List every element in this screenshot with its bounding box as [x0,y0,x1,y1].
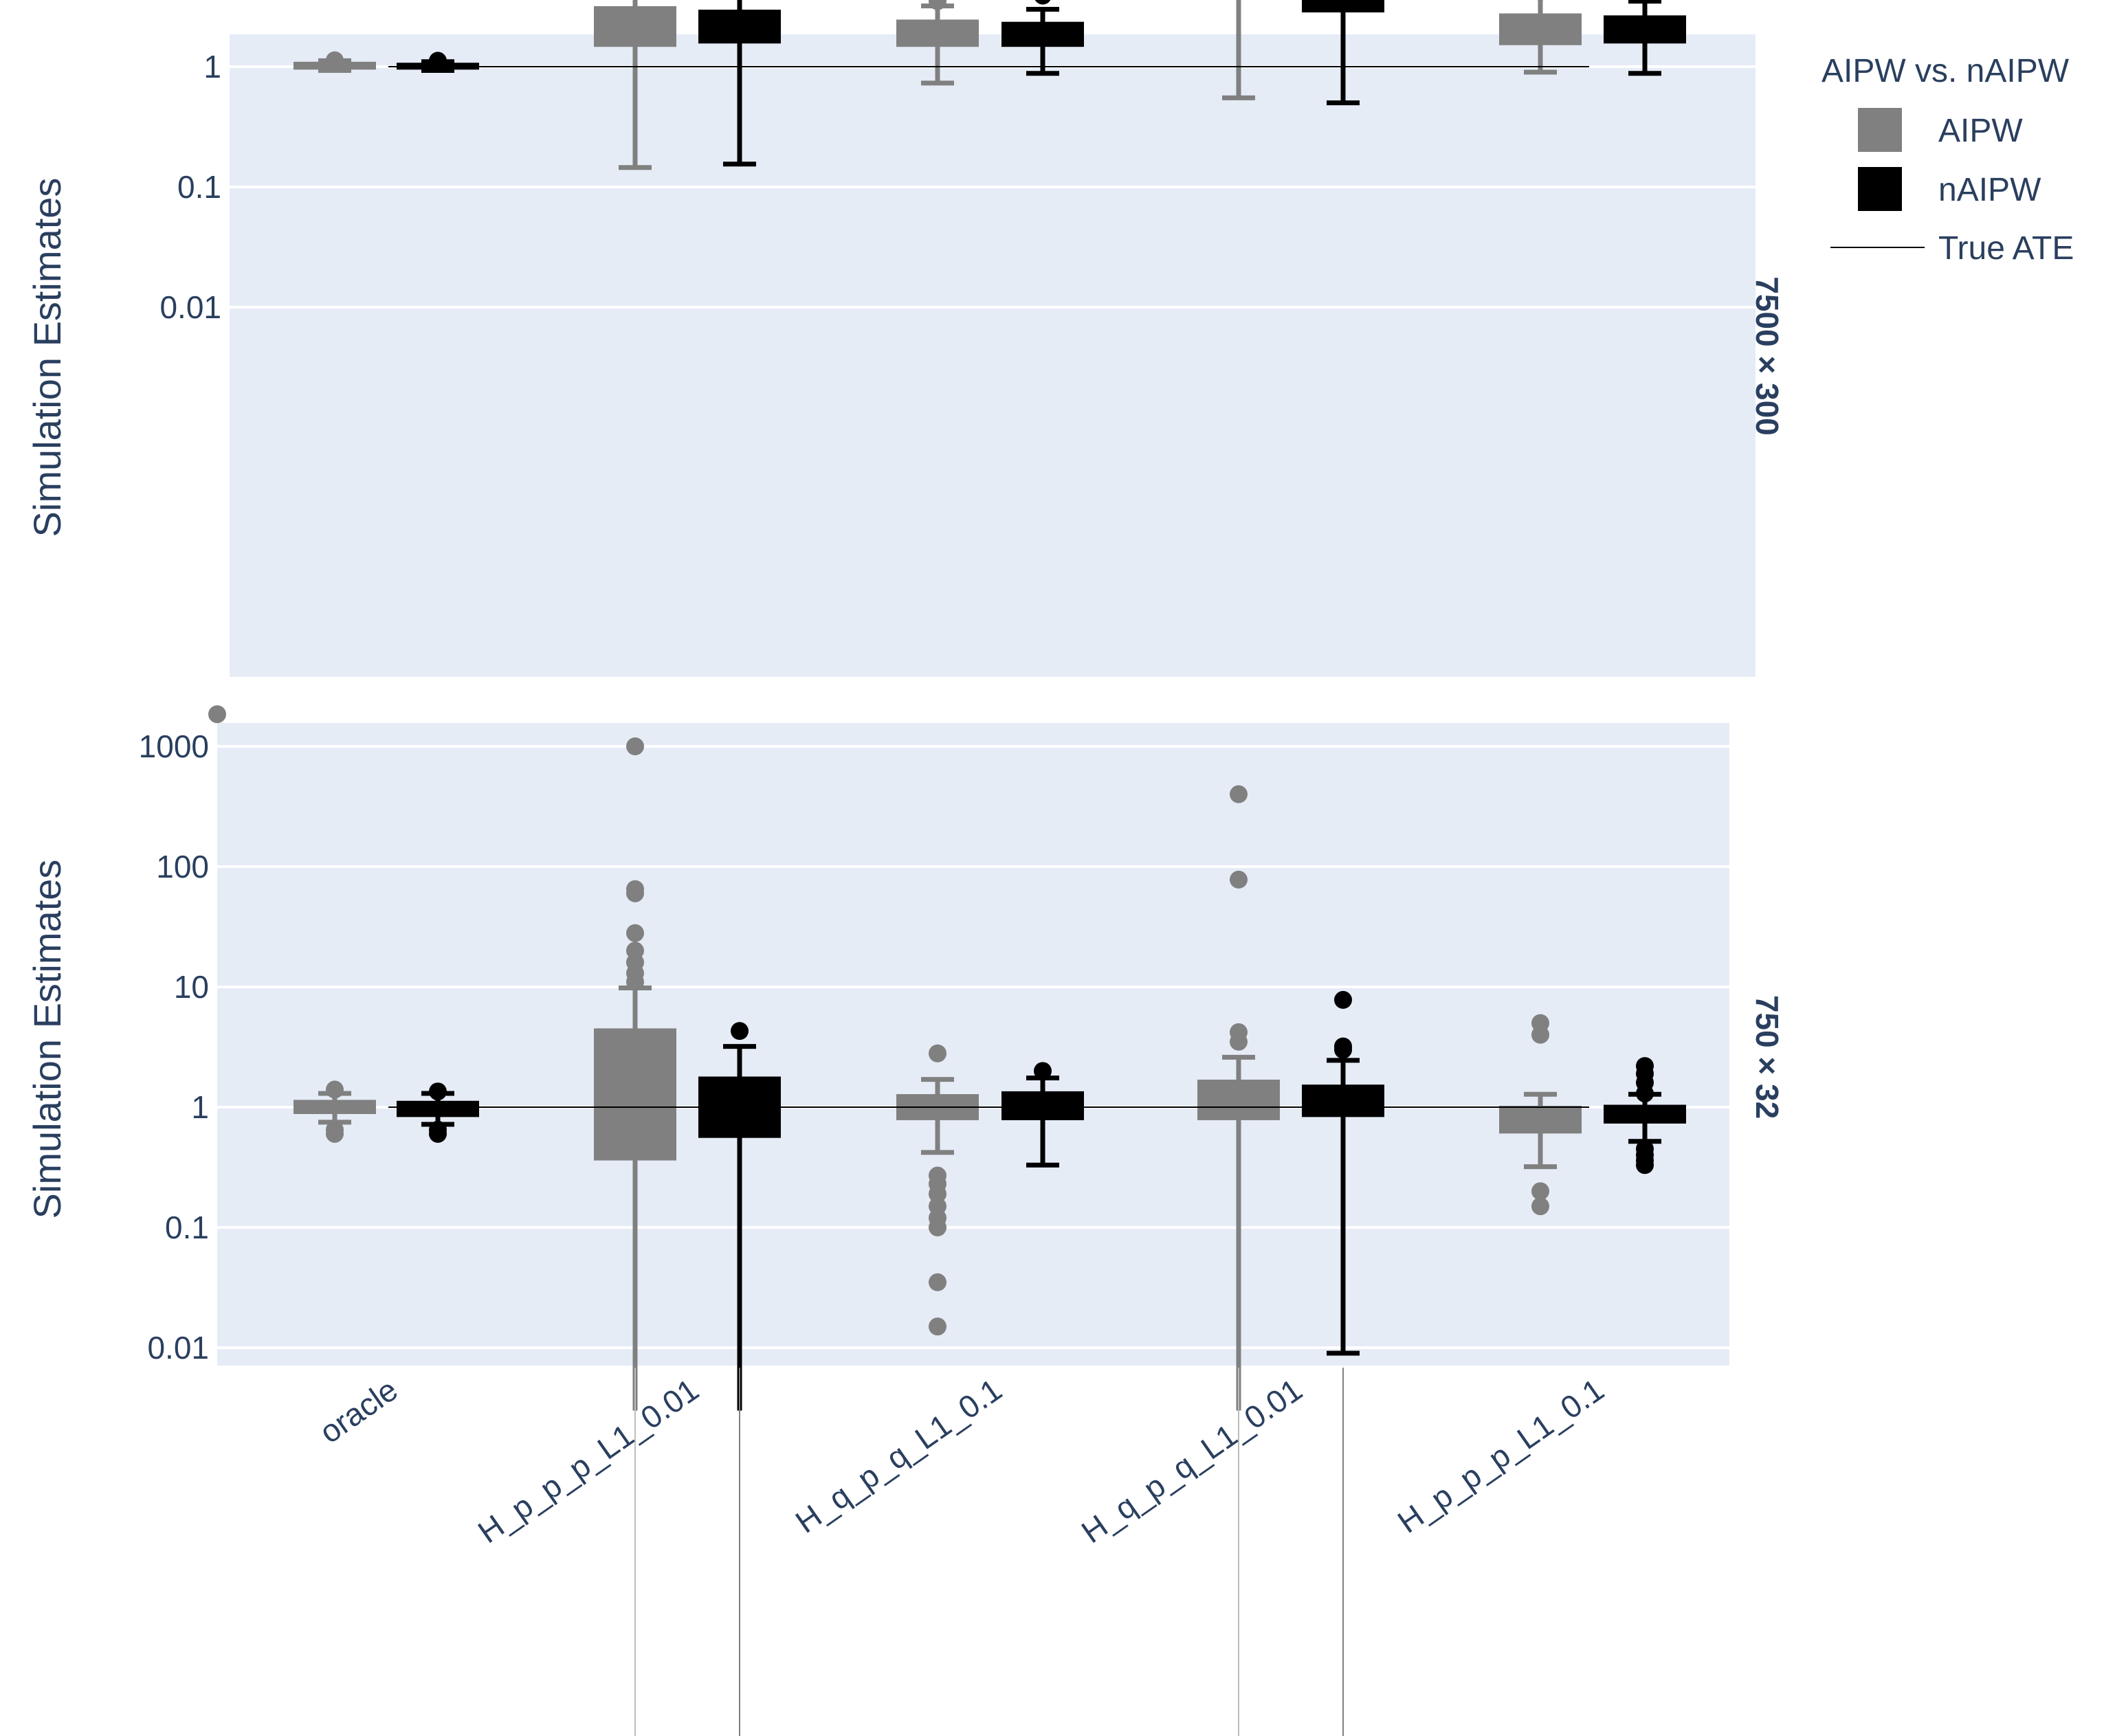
x-tick-label: H_p_p_p_L1_0.1 [1391,1372,1610,1540]
box-naipw-H_q_p_q_L1_0.01 [1302,0,1384,106]
box-naipw-H_p_p_p_L1_0.01 [698,0,781,167]
box-aipw-H_q_p_q_L1_0.01 [1197,785,1280,1411]
outlier-point [626,924,644,942]
y-tick-label: 1000 [139,728,209,764]
legend-label-aipw: AIPW [1938,113,2023,149]
box-iqr [397,1100,479,1117]
box-iqr [1197,1079,1280,1120]
legend-swatch-aipw [1858,108,1902,152]
outlier-point [929,1273,946,1291]
legend: AIPW vs. nAIPW AIPW nAIPW True ATE [1821,53,2074,267]
outlier-point [1636,1084,1654,1103]
box-naipw-H_p_p_p_L1_0.1 [1604,0,1686,76]
outlier-point [429,1082,447,1101]
outlier-point [429,1124,447,1143]
legend-label-naipw: nAIPW [1938,172,2041,208]
legend-swatch-naipw [1858,167,1902,211]
panel-bottom-facet-label: 750 × 32 [1749,995,1785,1119]
outlier-point [626,884,644,902]
outlier-point [1531,1197,1549,1216]
y-tick-label: 10 [174,969,209,1005]
y-tick-label: 1 [203,49,221,85]
box-aipw-oracle [294,51,376,74]
outlier-point [1639,0,1651,2]
outlier-point [208,705,226,724]
outlier-point [1034,1062,1052,1080]
outlier-point [1531,1182,1549,1201]
outlier-point [626,972,644,991]
outlier-point [1334,1041,1352,1059]
outlier-point [326,1124,344,1143]
outlier-point [1034,0,1051,5]
box-naipw-oracle [397,1082,479,1143]
panel-top-boxes [294,0,1686,170]
outlier-point [1537,0,1544,1]
outlier-point [929,1317,946,1336]
outlier-point [1230,785,1248,803]
box-aipw-H_p_p_p_L1_0.01 [594,737,676,1411]
y-tick-label: 0.1 [165,1210,209,1245]
box-aipw-H_p_p_p_L1_0.1 [1499,0,1582,75]
outlier-point [1636,1156,1654,1175]
box-aipw-H_q_p_q_L1_0.1 [896,1044,979,1336]
x-tick-label: H_q_p_q_L1_0.01 [1075,1372,1309,1550]
panel-bottom-background [217,723,1729,1366]
y-tick-label: 1 [191,1089,209,1125]
box-aipw-H_p_p_p_L1_0.01 [594,0,676,170]
outlier-point [429,52,447,70]
box-iqr [1302,0,1384,13]
box-naipw-H_q_p_q_L1_0.1 [1001,0,1084,76]
outlier-point [929,1044,946,1062]
box-naipw-H_p_p_p_L1_0.1 [1604,1057,1686,1175]
x-axis-tick-labels: oracle H_p_p_p_L1_0.01 H_q_p_q_L1_0.1 H_q_p… [313,1372,1610,1550]
panel-top-y-axis-label: Simulation Estimates [25,178,69,537]
y-tick-label: 0.01 [159,289,221,325]
outlier-point [326,1080,344,1099]
panel-top-facet-label: 7500 × 300 [1749,276,1785,436]
x-tick-label: oracle [313,1372,403,1450]
outlier-point [1531,1025,1549,1044]
outlier-point [626,737,644,755]
x-tick-label: H_q_p_q_L1_0.1 [789,1372,1008,1540]
box-naipw-H_q_p_q_L1_0.1 [1001,1062,1084,1168]
box-aipw-H_q_p_q_L1_0.01 [1222,0,1255,100]
outlier-point [929,1185,946,1203]
panel-top-background [230,34,1756,677]
y-tick-label: 100 [156,849,209,884]
y-tick-label: 0.1 [177,169,221,205]
legend-label-true-ate: True ATE [1938,230,2074,267]
box-naipw-H_q_p_q_L1_0.01 [1302,990,1384,1356]
outlier-point [731,1022,749,1041]
outlier-point [1230,870,1248,889]
panel-bottom-y-ticks: 0.01 0.1 1 10 100 1000 [139,728,209,1366]
box-iqr [594,1028,676,1161]
legend-title: AIPW vs. nAIPW [1821,53,2070,89]
outlier-point [929,1218,946,1236]
outlier-point [929,0,946,10]
outlier-point [326,51,344,69]
panel-bottom-boxes [208,705,1686,1736]
panel-bottom-y-axis-label: Simulation Estimates [25,860,69,1219]
y-tick-label: 0.01 [147,1330,209,1366]
x-tick-label: H_p_p_p_L1_0.01 [472,1372,705,1550]
box-aipw-H_q_p_q_L1_0.1 [896,0,979,86]
outlier-point [1334,990,1352,1009]
box-aipw-oracle [208,705,376,1143]
outlier-point [1230,1032,1248,1051]
